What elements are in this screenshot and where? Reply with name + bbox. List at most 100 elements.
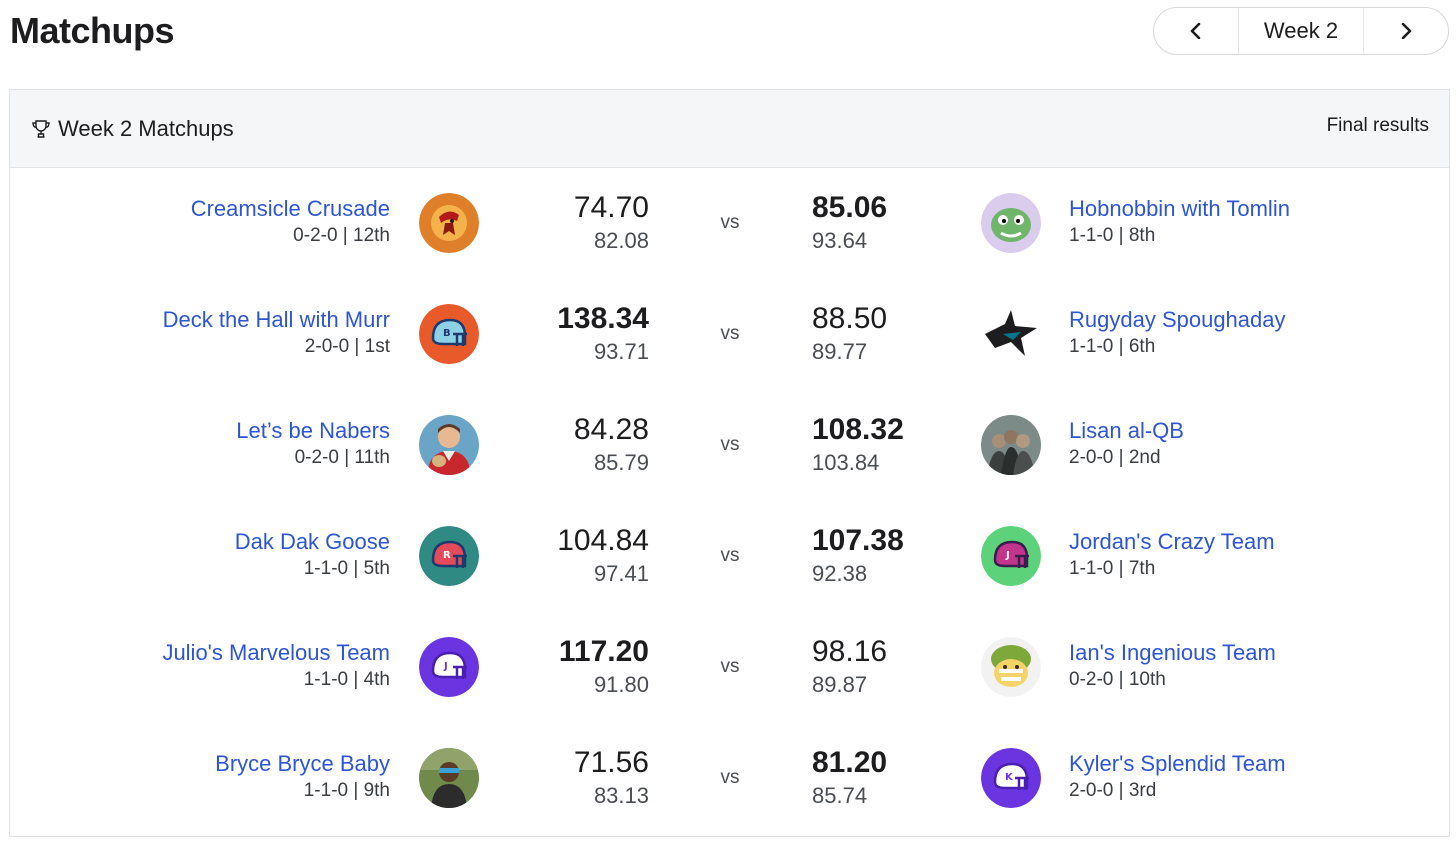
helmet-avatar[interactable]: R xyxy=(419,526,479,586)
player-photo-avatar[interactable] xyxy=(419,748,479,808)
right-team-info: Ian's Ingenious Team 0-2-0 | 10th xyxy=(1069,640,1276,691)
right-score: 85.06 93.64 xyxy=(812,190,887,254)
matchup-row: Deck the Hall with Murr 2-0-0 | 1st B 13… xyxy=(162,301,1286,365)
matchup-row: Creamsicle Crusade 0-2-0 | 12th 74.70 82… xyxy=(190,190,1290,254)
next-week-button[interactable] xyxy=(1364,8,1448,54)
dinosaur-avatar[interactable] xyxy=(981,193,1041,253)
right-team-info: Lisan al-QB 2-0-0 | 2nd xyxy=(1069,418,1184,469)
final-results-label: Final results xyxy=(1326,114,1429,136)
team-record: 1-1-0 | 5th xyxy=(303,558,390,579)
right-team-info: Kyler's Splendid Team 2-0-0 | 3rd xyxy=(1069,751,1286,802)
left-team-info: Dak Dak Goose 1-1-0 | 5th xyxy=(235,529,390,580)
projected-score: 93.64 xyxy=(812,228,868,253)
team-record: 1-1-0 | 6th xyxy=(1069,336,1156,357)
shark-logo-avatar[interactable] xyxy=(981,304,1041,364)
svg-text:J: J xyxy=(443,661,448,672)
helmet-avatar[interactable]: J xyxy=(419,637,479,697)
team-record: 2-0-0 | 3rd xyxy=(1069,780,1157,801)
team-name-link[interactable]: Lisan al-QB xyxy=(1069,418,1184,443)
matchups-card: Week 2 Matchups Final results Creamsicle… xyxy=(9,89,1450,837)
football-mascot-avatar[interactable] xyxy=(981,637,1041,697)
left-score: 74.70 82.08 xyxy=(574,190,649,254)
left-score: 71.56 83.13 xyxy=(574,745,649,809)
projected-score: 103.84 xyxy=(812,450,880,475)
team-score: 71.56 xyxy=(573,746,649,779)
team-record: 1-1-0 | 8th xyxy=(1069,225,1156,246)
team-score: 104.84 xyxy=(557,524,649,557)
team-score: 138.34 xyxy=(557,302,649,335)
left-score: 104.84 97.41 xyxy=(557,523,649,587)
team-name-link[interactable]: Hobnobbin with Tomlin xyxy=(1069,196,1290,221)
projected-score: 85.74 xyxy=(812,783,868,808)
team-name-link[interactable]: Creamsicle Crusade xyxy=(190,196,390,221)
left-team-info: Let’s be Nabers 0-2-0 | 11th xyxy=(236,418,390,469)
right-score: 81.20 85.74 xyxy=(812,745,887,809)
team-name-link[interactable]: Bryce Bryce Baby xyxy=(215,751,390,776)
team-name-link[interactable]: Ian's Ingenious Team xyxy=(1069,640,1276,665)
helmet-avatar[interactable]: K xyxy=(981,748,1041,808)
card-title-wrap: Week 2 Matchups xyxy=(30,116,234,142)
chevron-left-icon xyxy=(1190,23,1201,39)
team-name-link[interactable]: Let’s be Nabers xyxy=(236,418,390,443)
left-team-info: Creamsicle Crusade 0-2-0 | 12th xyxy=(191,196,390,247)
projected-score: 83.13 xyxy=(593,783,649,808)
team-record: 1-1-0 | 9th xyxy=(303,780,390,801)
matchup-row: Bryce Bryce Baby 1-1-0 | 9th 71.56 83.13… xyxy=(215,745,1286,809)
card-header: Week 2 Matchups Final results xyxy=(10,90,1449,168)
team-name-link[interactable]: Rugyday Spoughaday xyxy=(1069,307,1286,332)
team-score: 107.38 xyxy=(812,524,904,557)
projected-score: 92.38 xyxy=(812,561,868,586)
projected-score: 97.41 xyxy=(593,561,649,586)
svg-text:K: K xyxy=(1005,772,1014,783)
projected-score: 85.79 xyxy=(593,450,649,475)
right-score: 107.38 92.38 xyxy=(812,523,904,587)
team-name-link[interactable]: Julio's Marvelous Team xyxy=(162,640,390,665)
team-record: 1-1-0 | 4th xyxy=(303,669,390,690)
team-record: 0-2-0 | 12th xyxy=(293,225,390,246)
team-score: 98.16 xyxy=(812,635,888,668)
matchup-row: Julio's Marvelous Team 1-1-0 | 4th J 117… xyxy=(162,634,1276,698)
team-score: 85.06 xyxy=(812,191,888,224)
team-record: 0-2-0 | 10th xyxy=(1069,669,1166,690)
right-score: 98.16 89.87 xyxy=(812,634,887,698)
projected-score: 91.80 xyxy=(593,672,649,697)
team-name-link[interactable]: Deck the Hall with Murr xyxy=(162,307,390,332)
svg-text:J: J xyxy=(1005,550,1010,561)
left-team-info: Bryce Bryce Baby 1-1-0 | 9th xyxy=(215,751,390,802)
left-team-info: Deck the Hall with Murr 2-0-0 | 1st xyxy=(163,307,390,358)
group-photo-avatar[interactable] xyxy=(981,415,1041,475)
helmet-avatar[interactable]: J xyxy=(981,526,1041,586)
pirate-logo-avatar[interactable] xyxy=(419,193,479,253)
projected-score: 89.87 xyxy=(812,672,868,697)
left-team-info: Julio's Marvelous Team 1-1-0 | 4th xyxy=(162,640,390,691)
right-team-info: Rugyday Spoughaday 1-1-0 | 6th xyxy=(1069,307,1286,358)
right-team-info: Hobnobbin with Tomlin 1-1-0 | 8th xyxy=(1069,196,1290,247)
right-score: 88.50 89.77 xyxy=(812,301,887,365)
team-name-link[interactable]: Jordan's Crazy Team xyxy=(1069,529,1275,554)
week-label[interactable]: Week 2 xyxy=(1238,8,1364,54)
right-team-info: Jordan's Crazy Team 1-1-0 | 7th xyxy=(1069,529,1275,580)
trophy-icon xyxy=(32,119,50,138)
left-score: 138.34 93.71 xyxy=(557,301,649,365)
page-title: Matchups xyxy=(10,10,175,51)
team-score: 74.70 xyxy=(573,191,649,224)
chevron-right-icon xyxy=(1401,23,1412,39)
projected-score: 93.71 xyxy=(593,339,649,364)
helmet-avatar[interactable]: B xyxy=(419,304,479,364)
person-photo-avatar[interactable] xyxy=(419,415,479,475)
team-record: 2-0-0 | 1st xyxy=(304,336,390,357)
left-score: 117.20 91.80 xyxy=(559,634,649,698)
svg-text:R: R xyxy=(443,550,451,561)
team-record: 2-0-0 | 2nd xyxy=(1069,447,1161,468)
projected-score: 89.77 xyxy=(812,339,868,364)
team-name-link[interactable]: Dak Dak Goose xyxy=(234,529,390,554)
projected-score: 82.08 xyxy=(593,228,649,253)
team-record: 1-1-0 | 7th xyxy=(1069,558,1156,579)
team-score: 81.20 xyxy=(812,746,888,779)
matchup-row: Dak Dak Goose 1-1-0 | 5th R 104.84 97.41… xyxy=(234,523,1275,587)
prev-week-button[interactable] xyxy=(1154,8,1238,54)
team-score: 88.50 xyxy=(812,302,888,335)
team-name-link[interactable]: Kyler's Splendid Team xyxy=(1069,751,1286,776)
team-record: 0-2-0 | 11th xyxy=(294,447,390,468)
team-score: 84.28 xyxy=(573,413,649,446)
